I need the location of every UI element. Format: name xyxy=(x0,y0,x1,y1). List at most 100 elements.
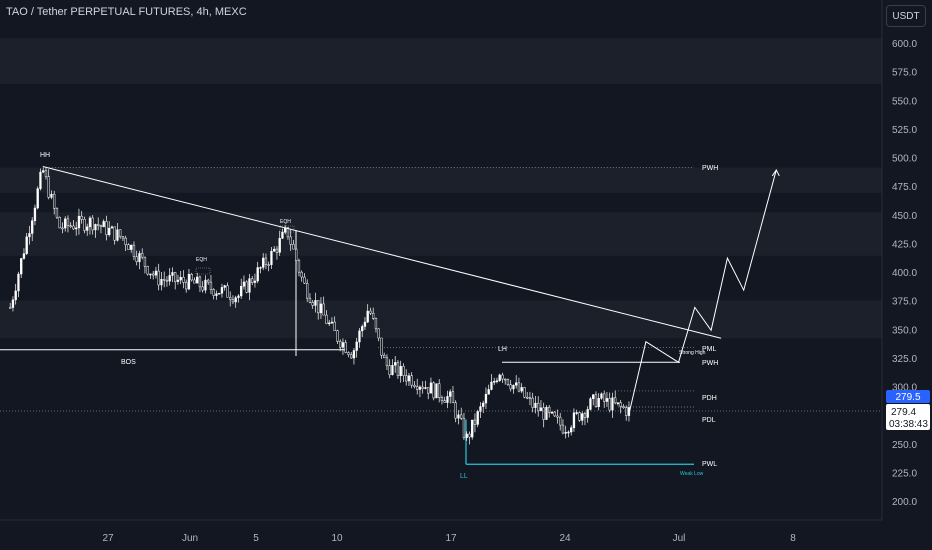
candle-body xyxy=(20,258,23,275)
label-ll: LL xyxy=(460,473,468,480)
last-price-marker[interactable]: 279.5 279.4 03:38:43 xyxy=(0,390,930,430)
price-zone xyxy=(0,38,882,85)
candle-body xyxy=(286,227,290,238)
candle-body xyxy=(61,227,64,230)
candle-body xyxy=(22,253,26,259)
price-tick-label: 550.0 xyxy=(892,96,917,107)
candle-body xyxy=(143,256,147,267)
candle-body xyxy=(410,375,413,386)
candle-body xyxy=(572,412,576,428)
candle-body xyxy=(264,257,268,265)
candle-body xyxy=(209,281,213,290)
label-hh: HH xyxy=(40,152,50,159)
price-zone xyxy=(0,230,882,256)
candle-body xyxy=(242,281,246,287)
candle-body xyxy=(132,244,136,258)
candle-body xyxy=(152,273,155,276)
label-pwh-top: PWH xyxy=(702,165,718,172)
trendline-layer[interactable] xyxy=(42,166,722,339)
candle-body xyxy=(366,310,369,323)
candle-body xyxy=(564,432,567,434)
candle-body xyxy=(578,412,581,421)
time-label: 5 xyxy=(253,533,259,544)
candle-body xyxy=(157,270,160,286)
candle-body xyxy=(237,295,240,298)
candle-body xyxy=(427,387,430,394)
candle-body xyxy=(396,362,400,376)
arrow-head-icon xyxy=(771,168,780,177)
candlestick-series xyxy=(9,167,631,445)
time-label: Jul xyxy=(673,533,686,544)
candle-body xyxy=(11,299,15,308)
candle-body xyxy=(355,341,358,351)
candle-body xyxy=(185,282,188,290)
candle-body xyxy=(220,287,224,294)
candle-body xyxy=(248,278,251,293)
candle-body xyxy=(176,279,180,282)
candle-body xyxy=(341,342,345,348)
candle-body xyxy=(229,297,232,300)
candle-body xyxy=(303,276,306,284)
candle-body xyxy=(311,302,314,306)
candle-body xyxy=(344,342,347,353)
candle-body xyxy=(190,273,193,281)
candle-body xyxy=(517,382,521,392)
candle-body xyxy=(253,280,257,283)
candle-body xyxy=(446,396,449,403)
candle-body xyxy=(204,279,207,291)
candle-body xyxy=(597,398,600,408)
candle-body xyxy=(501,374,504,380)
candle-body xyxy=(548,406,551,413)
candle-body xyxy=(50,193,53,198)
candle-body xyxy=(526,396,529,399)
candle-body xyxy=(581,413,584,421)
time-scale[interactable]: 27 Jun 5 10 17 24 Jul 8 xyxy=(102,533,796,544)
candle-body xyxy=(113,226,116,241)
candle-body xyxy=(559,416,562,426)
candle-body xyxy=(102,221,105,228)
label-pdl: PDL xyxy=(702,417,716,424)
last-price-tag xyxy=(886,390,930,403)
candle-body xyxy=(594,394,598,408)
candle-body xyxy=(627,407,631,416)
trendline xyxy=(42,166,722,339)
price-scale[interactable]: 600.0 575.0 550.0 525.0 500.0 475.0 450.0 425.0… xyxy=(892,39,917,508)
candle-body xyxy=(383,354,386,359)
candle-body xyxy=(487,389,490,395)
projection-path[interactable] xyxy=(629,168,780,412)
candle-body xyxy=(619,402,622,407)
candle-body xyxy=(116,229,119,241)
label-lh: LH xyxy=(498,346,507,353)
candle-body xyxy=(325,314,328,324)
candle-body xyxy=(319,303,323,314)
price-tick-label: 425.0 xyxy=(892,239,917,250)
candle-body xyxy=(528,397,532,399)
currency-button[interactable]: USDT xyxy=(886,5,926,27)
candle-body xyxy=(402,366,405,376)
candle-body xyxy=(424,387,427,389)
candle-body xyxy=(300,271,303,278)
price-zone xyxy=(0,212,882,231)
candle-body xyxy=(625,407,628,416)
candle-body xyxy=(498,374,501,381)
candle-body xyxy=(339,341,342,348)
candle-body xyxy=(275,248,279,253)
candle-body xyxy=(473,419,477,425)
candle-body xyxy=(77,215,81,229)
candle-body xyxy=(380,337,383,356)
candle-body xyxy=(457,414,460,419)
candle-body xyxy=(336,330,339,342)
candle-body xyxy=(583,413,587,418)
candle-body xyxy=(388,365,391,376)
price-tick-label: 525.0 xyxy=(892,125,917,136)
time-label: 17 xyxy=(445,533,457,544)
candle-body xyxy=(138,253,141,263)
price-tick-label: 475.0 xyxy=(892,182,917,193)
candle-body xyxy=(504,378,507,381)
candle-body xyxy=(9,307,12,309)
candle-body xyxy=(212,289,215,296)
candle-body xyxy=(154,270,158,276)
candle-body xyxy=(270,250,273,265)
candle-body xyxy=(451,391,455,404)
